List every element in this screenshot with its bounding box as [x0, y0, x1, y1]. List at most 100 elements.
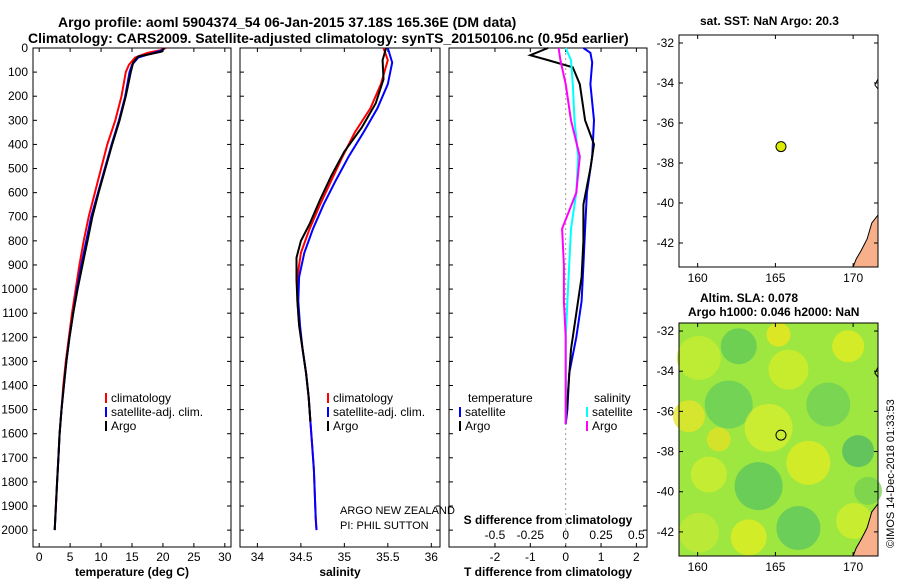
- sla-anomaly-patch: [706, 427, 731, 452]
- sla-anomaly-patch: [786, 440, 831, 485]
- depth-tick-label: 1700: [1, 451, 28, 465]
- depth-tick-label: 100: [8, 65, 28, 79]
- lat-tick-label: -36: [657, 116, 675, 130]
- top-tick-label: 0: [562, 528, 569, 542]
- lat-tick-label: -34: [657, 76, 675, 90]
- depth-tick-label: 400: [8, 137, 28, 151]
- legend-heading-salinity: salinity: [594, 391, 631, 405]
- depth-tick-label: 200: [8, 89, 28, 103]
- depth-tick-label: 900: [8, 258, 28, 272]
- lat-tick-label: -36: [657, 404, 675, 418]
- lat-tick-label: -40: [657, 196, 675, 210]
- argo-float-marker: [775, 429, 787, 441]
- lat-tick-label: -42: [657, 525, 675, 539]
- x-tick-label: 0: [36, 550, 43, 564]
- lon-tick-label: 165: [765, 271, 785, 285]
- x-tick-label: 35.5: [376, 550, 400, 564]
- sla-anomaly-patch: [832, 330, 865, 363]
- depth-tick-label: 300: [8, 113, 28, 127]
- depth-tick-label: 1300: [1, 354, 28, 368]
- panel-frame: [239, 47, 441, 548]
- lon-tick-label: 160: [688, 271, 708, 285]
- depth-tick-label: 1200: [1, 330, 28, 344]
- x-tick-label: -1: [525, 550, 536, 564]
- lat-tick-label: -40: [657, 485, 675, 499]
- depth-tick-label: 500: [8, 162, 28, 176]
- x-tick-label: 2: [633, 550, 640, 564]
- sla-anomaly-patch: [806, 382, 851, 427]
- depth-tick-label: 2000: [1, 523, 28, 537]
- sla-anomaly-patch: [842, 435, 875, 468]
- top-tick-label: 0.25: [589, 528, 613, 542]
- map-frame: [678, 34, 879, 268]
- coastline: [874, 366, 879, 378]
- depth-tick-label: 0: [21, 41, 28, 55]
- lat-tick-label: -32: [657, 36, 675, 50]
- depth-tick-label: 1000: [1, 282, 28, 296]
- figure-title-line2: Climatology: CARS2009. Satellite-adjuste…: [28, 30, 629, 46]
- lon-tick-label: 160: [688, 560, 708, 574]
- x-axis-label: temperature (deg C): [75, 565, 189, 579]
- lon-tick-label: 170: [843, 560, 863, 574]
- coastline: [874, 78, 879, 90]
- x-tick-label: 1: [598, 550, 605, 564]
- sla-anomaly-patch: [676, 335, 721, 380]
- series-line-s-argo: [557, 47, 581, 425]
- map-frame: [678, 322, 879, 557]
- series-line-t-argo: [527, 47, 596, 425]
- sla-anomaly-patch: [854, 476, 883, 505]
- argo-float-marker: [775, 141, 787, 153]
- sla-anomaly-patch: [678, 512, 719, 553]
- legend-item-label: satellite-adj. clim.: [111, 405, 203, 419]
- top-tick-label: -0.5: [485, 528, 506, 542]
- top-tick-label: -0.25: [517, 528, 545, 542]
- sla-anomaly-patch: [836, 503, 873, 540]
- lat-tick-label: -32: [657, 324, 675, 338]
- sla-map-title-line2: Argo h1000: 0.046 h2000: NaN: [688, 305, 860, 319]
- sla-anomaly-patch: [704, 380, 753, 429]
- lat-tick-label: -38: [657, 156, 675, 170]
- series-line-argo: [53, 47, 166, 531]
- legend-item-label: Argo: [465, 419, 491, 433]
- legend-item-label: Argo: [333, 419, 359, 433]
- x-tick-label: 35: [338, 550, 352, 564]
- depth-tick-label: 600: [8, 186, 28, 200]
- depth-tick-label: 1600: [1, 427, 28, 441]
- depth-tick-label: 1900: [1, 499, 28, 513]
- x-axis-label: T difference from climatology: [464, 565, 632, 579]
- x-tick-label: 0: [562, 550, 569, 564]
- x-axis-label-top: S difference from climatology: [464, 513, 633, 527]
- sla-anomaly-patch: [690, 456, 727, 493]
- x-tick-label: 34.5: [289, 550, 313, 564]
- depth-tick-label: 1400: [1, 378, 28, 392]
- sla-anomaly-patch: [730, 519, 767, 556]
- legend-item-label: satellite: [592, 405, 633, 419]
- x-tick-label: 10: [94, 550, 108, 564]
- sst-map-title: sat. SST: NaN Argo: 20.3: [700, 14, 839, 28]
- x-tick-label: 25: [187, 550, 201, 564]
- x-tick-label: 20: [156, 550, 170, 564]
- sla-anomaly-patch: [776, 506, 821, 551]
- x-tick-label: -2: [490, 550, 501, 564]
- depth-tick-label: 1800: [1, 475, 28, 489]
- x-axis-label: salinity: [319, 565, 361, 579]
- figure-title-line1: Argo profile: aoml 5904374_54 06-Jan-201…: [58, 14, 517, 30]
- lat-tick-label: -38: [657, 445, 675, 459]
- sla-anomaly-patch: [734, 462, 783, 511]
- legend-item-label: Argo: [111, 419, 137, 433]
- legend-item-label: climatology: [111, 391, 171, 405]
- sla-anomaly-patch: [744, 403, 793, 452]
- series-line-argo: [295, 47, 388, 422]
- lat-tick-label: -42: [657, 236, 675, 250]
- x-tick-label: 15: [125, 550, 139, 564]
- legend-heading-temperature: temperature: [468, 391, 533, 405]
- depth-tick-label: 1500: [1, 403, 28, 417]
- sla-anomaly-patch: [766, 322, 791, 347]
- imos-stamp: ©IMOS 14-Dec-2018 01:33:53: [885, 399, 897, 548]
- x-tick-label: 34: [251, 550, 265, 564]
